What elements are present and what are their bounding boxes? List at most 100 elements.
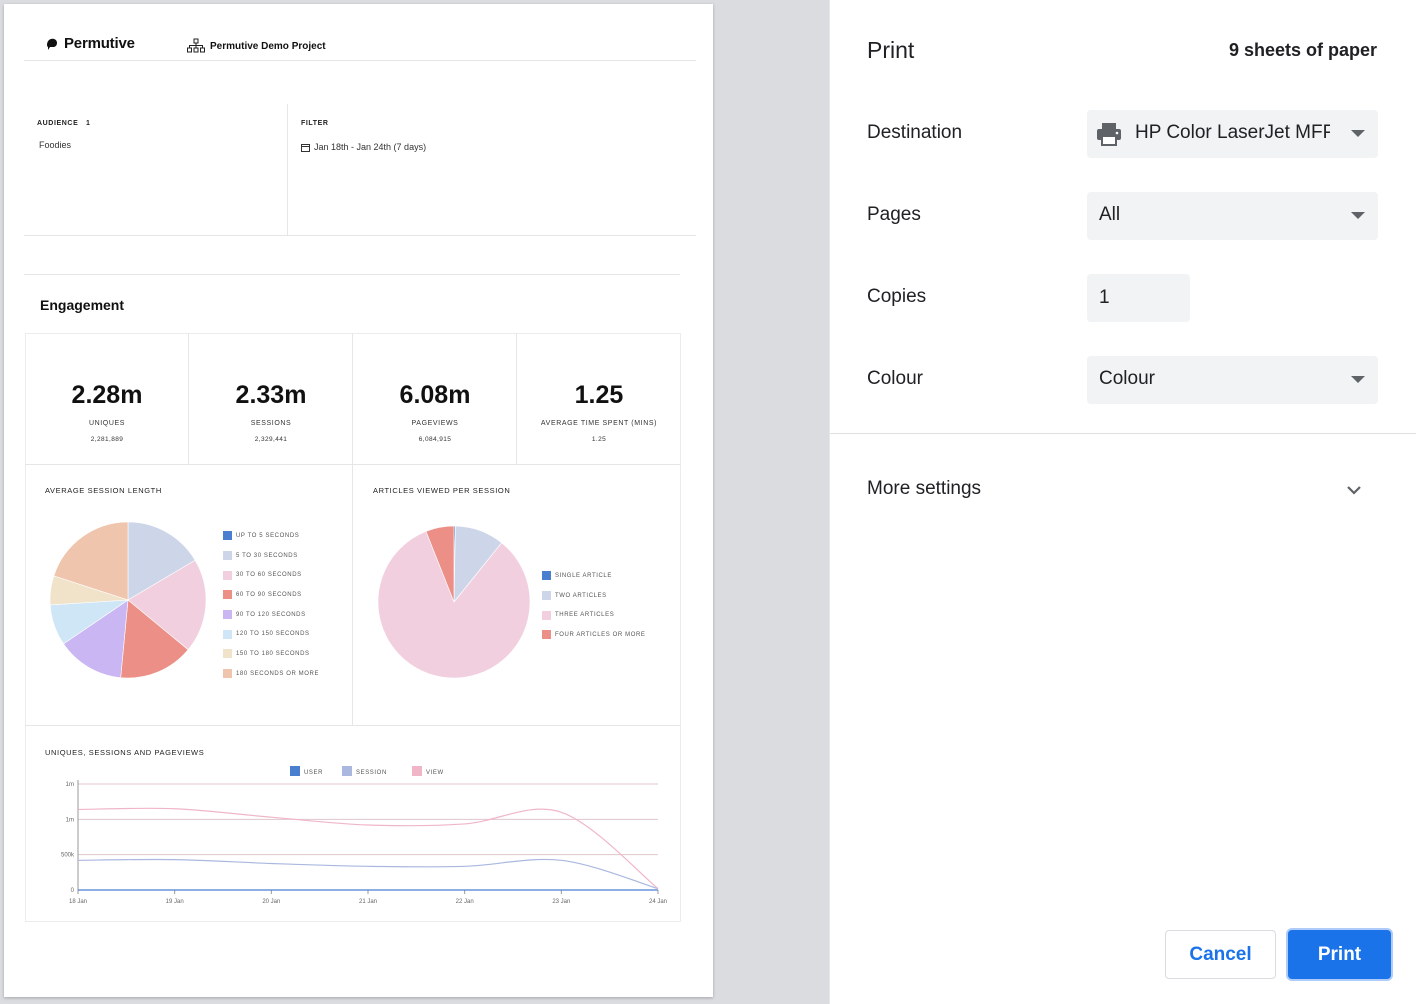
legend-swatch [223,669,232,679]
legend-swatch [542,610,551,620]
pie-slice-90-to-120-seconds [63,599,129,678]
sheet-count: 9 sheets of paper [1228,40,1377,60]
copies-label: Copies [867,286,927,307]
y-tick-label: 1m [66,817,74,823]
print-button[interactable]: Print [1288,930,1391,979]
legend-item: 150 TO 180 SECONDS [223,644,319,664]
pie-slice-180-seconds-or-more [53,522,129,601]
x-tick-label: 19 Jan [166,899,184,905]
brand-name: Permutive [64,35,135,52]
audience-value: Foodies [39,140,72,150]
y-tick-label: 0 [71,888,75,894]
legend-item: THREE ARTICLES [542,605,646,625]
preview-sheet: Permutive Permutive Demo Project AUDIENC… [4,4,713,997]
legend-swatch [223,649,232,659]
articles-per-session-pie [378,526,531,679]
grid-line [25,725,681,726]
colour-select[interactable]: Colour [1087,356,1378,404]
stat-subvalue: 6,084,915 [418,436,452,443]
dashboard-grid [25,333,681,922]
legend-label: THREE ARTICLES [555,612,615,619]
y-tick-label: 500k [61,853,75,859]
stat-subvalue: 2,281,889 [90,436,124,443]
articles-per-session-legend: SINGLE ARTICLE TWO ARTICLES THREE ARTICLES… [542,566,646,645]
x-tick-label: 21 Jan [359,899,377,905]
y-tick-label: 1m [66,782,74,788]
legend-item: 30 TO 60 SECONDS [223,565,319,585]
audience-label: AUDIENCE 1 [37,120,91,127]
pie-slice-four-articles-or-more [425,526,455,603]
legend-swatch [290,766,300,776]
dropdown-arrow-icon [1351,212,1365,219]
legend-label: SESSION [356,770,387,776]
grid-line [188,333,189,464]
stat-sessions: 2.33m SESSIONS 2,329,441 [189,333,353,464]
legend-label: 60 TO 90 SECONDS [236,591,302,598]
legend-label: 120 TO 150 SECONDS [236,631,310,638]
x-tick-label: 18 Jan [69,899,87,905]
brand: Permutive [44,35,135,52]
cancel-button[interactable]: Cancel [1165,930,1276,979]
dropdown-arrow-icon [1351,130,1365,137]
pages-value: All [1099,204,1121,225]
header-divider [24,60,696,61]
copies-input[interactable]: 1 [1087,274,1190,322]
legend-label: TWO ARTICLES [555,592,607,599]
x-tick-label: 23 Jan [552,899,570,905]
filter-value: Jan 18th - Jan 24th (7 days) [301,142,426,152]
section-title: Engagement [40,297,125,313]
project-label: Permutive Demo Project [210,40,326,52]
grid-line [352,333,353,726]
session-length-pie [50,522,207,679]
legend-swatch [223,610,232,620]
pages-label: Pages [867,204,921,225]
colour-label: Colour [867,368,923,389]
print-preview-area: Permutive Permutive Demo Project AUDIENC… [0,0,829,1004]
legend-swatch [223,531,232,541]
legend-swatch [342,766,352,776]
more-settings-toggle[interactable]: More settings [867,478,982,499]
destination-label: Destination [867,122,963,143]
meta-divider [287,104,288,235]
legend-item: 5 TO 30 SECONDS [223,546,319,566]
session-length-legend: UP TO 5 SECONDS 5 TO 30 SECONDS 30 TO 60 S… [223,526,319,684]
stat-label: PAGEVIEWS [411,420,459,427]
series-line-view [77,807,659,890]
stat-label: SESSIONS [250,420,292,427]
pie-slice-5-to-30-seconds [127,522,196,601]
legend-swatch [223,551,232,561]
legend-label: VIEW [426,770,444,776]
destination-select[interactable]: HP Color LaserJet MFP [1087,110,1378,158]
pie-slice-30-to-60-seconds [127,559,207,651]
legend-item: 90 TO 120 SECONDS [223,605,319,625]
colour-value: Colour [1099,368,1155,389]
stat-value: 6.08m [399,381,471,409]
legend-label: 150 TO 180 SECONDS [236,650,310,657]
x-tick-label: 22 Jan [456,899,474,905]
grid-line [25,464,681,465]
chevron-down-icon[interactable] [1344,480,1364,500]
session-length-title: AVERAGE SESSION LENGTH [45,486,162,495]
legend-item-view: VIEW [412,766,444,776]
settings-divider [830,433,1416,434]
stat-avg-time: 1.25 AVERAGE TIME SPENT (MINS) 1.25 [517,333,681,464]
stat-subvalue: 2,329,441 [254,436,288,443]
legend-item: SINGLE ARTICLE [542,566,646,586]
stat-value: 1.25 [574,381,624,409]
line-chart: USER SESSION VIEW 1m 1m 500k 0 18 Jan 19 Jan 20 J… [61,766,667,905]
print-title: Print [867,37,915,63]
x-tick-label: 24 Jan [649,899,667,905]
legend-item: 180 SECONDS OR MORE [223,664,319,684]
printer-icon [1097,123,1121,146]
stat-subvalue: 1.25 [591,436,607,443]
legend-item-user: USER [290,766,323,776]
legend-swatch [542,630,551,640]
legend-label: 5 TO 30 SECONDS [236,552,298,559]
print-settings-panel: Print 9 sheets of paper Destination HP C… [829,0,1416,1004]
legend-label: USER [304,770,323,776]
pages-select[interactable]: All [1087,192,1378,240]
legend-label: SINGLE ARTICLE [555,572,612,579]
line-chart-title: UNIQUES, SESSIONS AND PAGEVIEWS [45,748,205,757]
legend-item: 120 TO 150 SECONDS [223,624,319,644]
legend-swatch [223,590,232,600]
